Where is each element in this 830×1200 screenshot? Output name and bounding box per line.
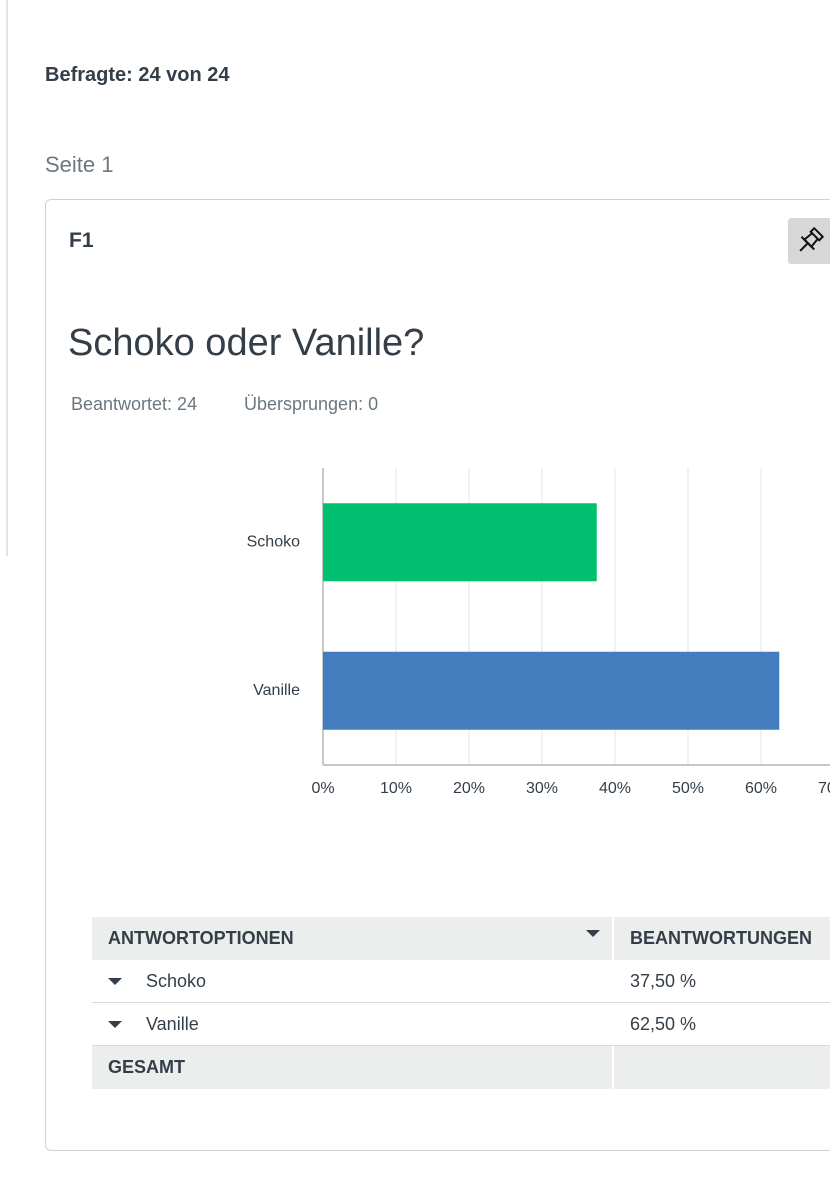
respondent-count: Befragte: 24 von 24 bbox=[45, 64, 230, 86]
answered-count: Beantwortet: 24 bbox=[71, 394, 198, 414]
bar bbox=[323, 503, 597, 582]
x-tick-label: 60% bbox=[745, 780, 777, 797]
total-cell: GESAMT bbox=[108, 1057, 186, 1077]
pin-icon bbox=[799, 226, 825, 252]
x-tick-label: 40% bbox=[599, 780, 631, 797]
skipped-count: Übersprungen: 0 bbox=[244, 394, 379, 414]
table-row: Vanille 62,50 % bbox=[92, 1003, 830, 1046]
option-cell: Vanille bbox=[92, 1014, 612, 1035]
expand-caret[interactable] bbox=[108, 1021, 122, 1029]
option-label: Schoko bbox=[146, 970, 207, 991]
page-label: Seite 1 bbox=[45, 152, 114, 177]
pin-button[interactable] bbox=[788, 218, 830, 264]
value-cell: 62,50 % bbox=[612, 1003, 830, 1045]
x-tick-label: 20% bbox=[453, 780, 485, 797]
bar-chart: 0% 10% 20% 30% 40% 50% 60% 70% Schoko Vanille bbox=[247, 468, 830, 797]
option-cell: Schoko bbox=[92, 971, 612, 992]
table-header: ANTWORTOPTIONEN BEANTWORTUNGEN bbox=[92, 917, 830, 960]
expand-caret[interactable] bbox=[108, 978, 122, 986]
value-cell: 37,50 % bbox=[612, 960, 830, 1002]
question-card bbox=[45, 199, 830, 1151]
x-tick-label: 70% bbox=[818, 780, 830, 797]
column-title: ANTWORTOPTIONEN bbox=[108, 928, 294, 948]
x-tick-label: 10% bbox=[380, 780, 412, 797]
question-title: Schoko oder Vanille? bbox=[68, 322, 425, 364]
sort-caret[interactable] bbox=[586, 930, 600, 937]
header-cell: BEANTWORTUNGEN bbox=[612, 917, 830, 960]
question-id: F1 bbox=[69, 229, 94, 252]
y-tick-label: Vanille bbox=[253, 682, 300, 699]
total-value-cell bbox=[612, 1046, 830, 1089]
table-total: GESAMT bbox=[92, 1046, 830, 1089]
option-label: Vanille bbox=[146, 1013, 199, 1034]
x-tick-label: 0% bbox=[311, 780, 334, 797]
table-row: Schoko 37,50 % bbox=[92, 960, 830, 1003]
header-cell: ANTWORTOPTIONEN bbox=[92, 928, 612, 949]
sidebar-border bbox=[6, 0, 8, 556]
y-tick-label: Schoko bbox=[247, 533, 300, 550]
x-tick-label: 50% bbox=[672, 780, 704, 797]
x-tick-label: 30% bbox=[526, 780, 558, 797]
bar bbox=[323, 651, 780, 730]
results-table: ANTWORTOPTIONEN BEANTWORTUNGEN Schoko 37… bbox=[92, 917, 830, 1089]
